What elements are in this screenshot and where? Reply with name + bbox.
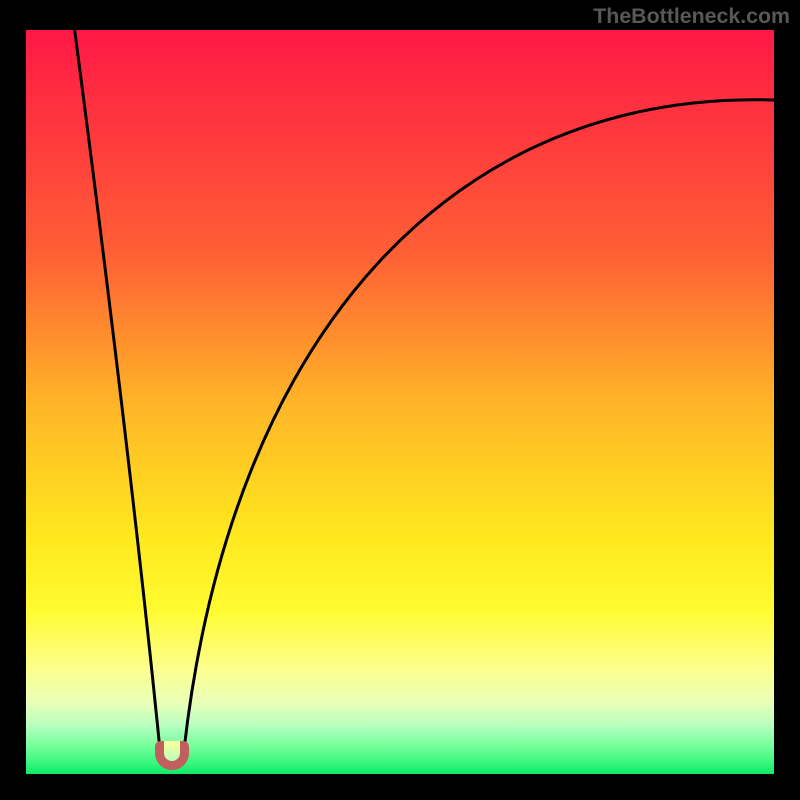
chart-curves — [26, 30, 774, 774]
chart-frame: TheBottleneck.com — [0, 0, 800, 800]
left-curve — [74, 30, 160, 750]
right-curve — [184, 100, 774, 750]
plot-area — [26, 30, 774, 774]
attribution-text: TheBottleneck.com — [593, 4, 790, 29]
